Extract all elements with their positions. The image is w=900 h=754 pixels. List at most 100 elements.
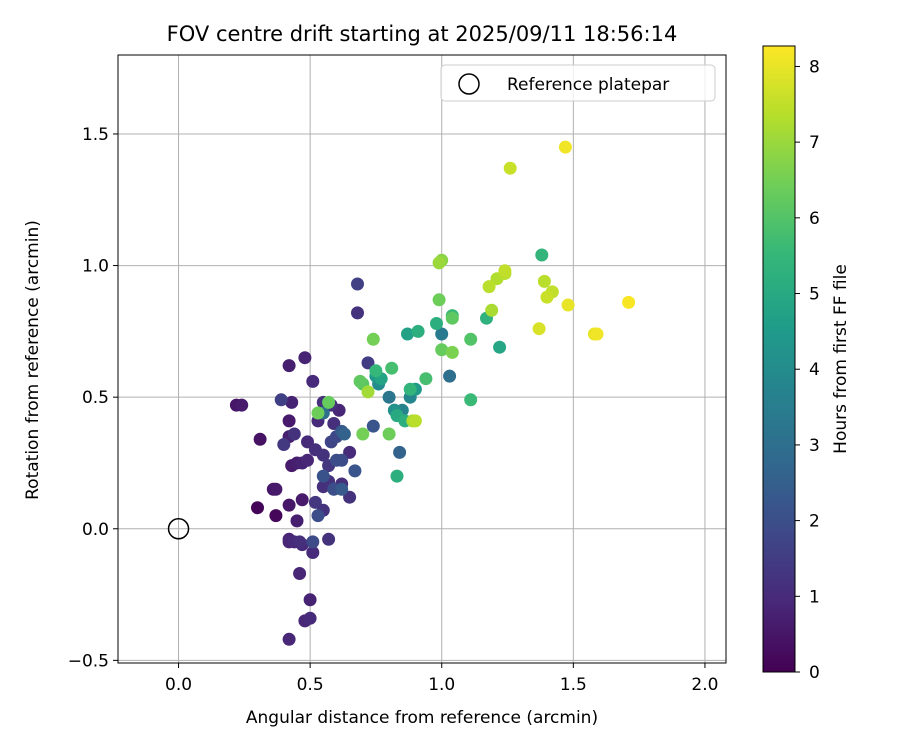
colorbar-tick-label: 7 — [809, 133, 820, 153]
data-point — [382, 427, 396, 441]
data-point — [253, 432, 267, 446]
data-point — [351, 306, 364, 320]
data-point — [445, 311, 459, 325]
reference-layer — [167, 518, 190, 540]
colorbar: 0 1 2 3 4 5 6 7 8 Hours from first FF file — [762, 45, 851, 683]
data-point — [369, 364, 383, 378]
data-point — [498, 264, 512, 278]
grid — [118, 55, 726, 663]
colorbar-tick-label: 6 — [809, 209, 820, 229]
y-tick-label: 1.0 — [82, 257, 109, 277]
data-point — [282, 359, 296, 373]
data-point — [445, 345, 459, 359]
data-point — [558, 140, 572, 154]
data-point — [235, 398, 249, 412]
data-point — [353, 374, 367, 388]
data-point — [301, 435, 314, 449]
x-tick-label: 0.5 — [297, 675, 324, 695]
data-point — [251, 501, 264, 515]
data-point — [401, 327, 414, 341]
x-tick-label: 1.0 — [428, 675, 455, 695]
y-tick-label: 0.5 — [82, 388, 109, 408]
data-point — [322, 532, 336, 546]
data-point — [561, 298, 575, 312]
legend-marker-reference — [458, 73, 480, 95]
plot-area — [118, 55, 726, 663]
legend-label-reference: Reference platepar — [507, 75, 669, 95]
data-point — [540, 290, 554, 304]
data-point — [348, 464, 362, 478]
y-tick-label: 1.5 — [82, 125, 109, 145]
x-axis-label: Angular distance from reference (arcmin) — [246, 708, 598, 728]
data-point — [303, 611, 317, 625]
data-point — [290, 514, 304, 528]
colorbar-ticks: 0 1 2 3 4 5 6 7 8 — [795, 57, 820, 683]
x-tick-label: 1.5 — [560, 675, 587, 695]
data-point — [464, 332, 478, 346]
data-point — [274, 393, 288, 407]
data-point — [361, 356, 375, 370]
data-point — [285, 395, 299, 409]
data-point — [430, 317, 443, 330]
data-point — [277, 438, 291, 451]
data-point — [622, 295, 636, 309]
data-point — [390, 469, 404, 483]
colorbar-tick-label: 5 — [809, 285, 820, 305]
colorbar-tick-label: 4 — [809, 360, 820, 380]
data-point — [330, 453, 343, 467]
data-point — [303, 593, 317, 607]
data-point — [385, 361, 399, 375]
colorbar-tick-label: 3 — [809, 436, 820, 456]
colorbar-tick-label: 1 — [809, 587, 820, 607]
data-point — [535, 248, 549, 262]
data-point — [408, 414, 422, 428]
y-axis-label: Rotation from reference (arcmin) — [23, 220, 43, 500]
data-point — [432, 293, 446, 307]
y-axis: −0.5 0.0 0.5 1.0 1.5 — [68, 125, 118, 671]
data-point — [316, 448, 330, 462]
colorbar-tick-label: 0 — [809, 663, 820, 683]
legend-box — [440, 64, 716, 102]
x-axis: 0.0 0.5 1.0 1.5 2.0 — [165, 663, 718, 695]
data-point — [295, 493, 309, 507]
data-point — [419, 372, 433, 386]
data-point — [322, 395, 336, 409]
data-point — [282, 632, 296, 646]
data-point — [361, 385, 375, 399]
data-point — [287, 427, 301, 441]
data-point — [435, 327, 449, 341]
data-point — [432, 256, 446, 270]
data-point — [366, 332, 380, 346]
data-point — [443, 369, 457, 383]
data-point — [301, 453, 314, 467]
data-point — [485, 303, 499, 317]
data-point — [343, 445, 357, 459]
data-point — [411, 324, 425, 338]
data-point — [306, 374, 320, 388]
data-point — [337, 427, 351, 441]
data-point — [464, 393, 478, 407]
data-point — [282, 414, 296, 428]
data-point — [435, 343, 449, 357]
data-point — [316, 469, 330, 483]
data-point — [311, 509, 325, 523]
y-tick-label: −0.5 — [68, 651, 109, 671]
data-point — [403, 382, 417, 396]
plot-frame — [117, 54, 727, 664]
colorbar-tick-label: 2 — [809, 512, 820, 532]
data-point — [308, 495, 322, 509]
data-point — [311, 406, 325, 420]
colorbar-tick-label: 8 — [809, 57, 820, 77]
data-point — [306, 546, 320, 559]
data-point — [269, 509, 283, 523]
data-point — [293, 567, 307, 580]
data-point — [482, 280, 496, 294]
colorbar-label: Hours from first FF file — [831, 264, 851, 454]
reference-platepar-point — [167, 518, 190, 540]
legend: Reference platepar — [440, 64, 716, 102]
data-point — [382, 390, 396, 404]
x-tick-label: 2.0 — [691, 675, 718, 695]
data-point — [393, 445, 407, 459]
data-point — [306, 535, 320, 549]
